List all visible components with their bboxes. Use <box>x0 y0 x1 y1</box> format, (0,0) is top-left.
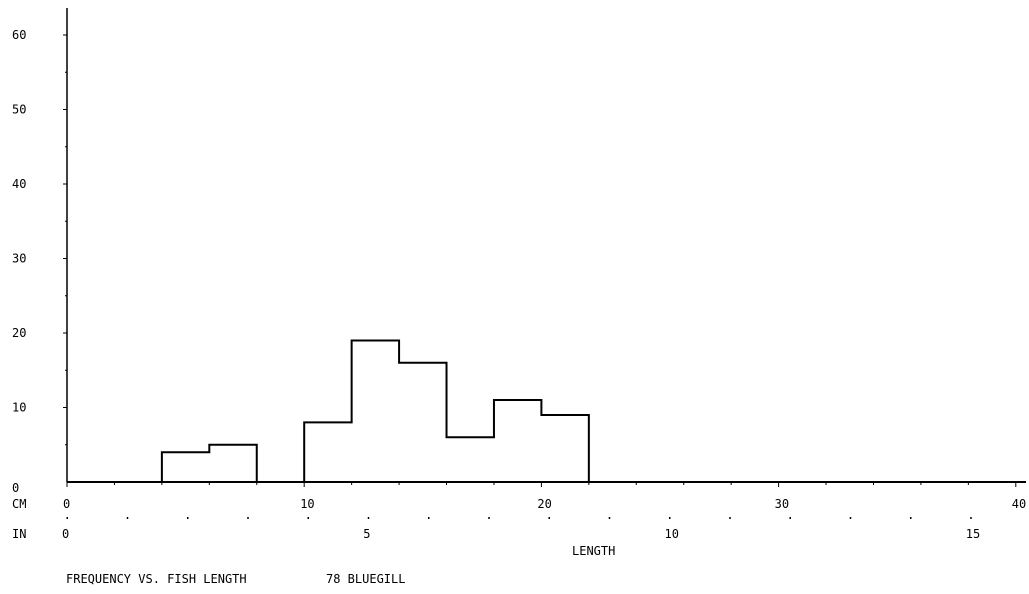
x-inch-tick <box>970 517 972 519</box>
x-inch-tick <box>247 517 249 519</box>
x-unit-in-label: IN <box>12 527 26 541</box>
x-inch-tick <box>849 517 852 519</box>
histogram-bar <box>352 340 399 482</box>
y-tick-label: 60 <box>12 28 26 42</box>
x-inch-tick <box>729 517 731 519</box>
histogram-outline <box>303 339 590 482</box>
x-inch-tick <box>66 517 68 519</box>
y-tick-label: 20 <box>12 326 26 340</box>
y-tick-label: 50 <box>12 103 26 117</box>
x-tick-label-in: 10 <box>664 527 678 541</box>
x-inch-tick <box>126 517 129 519</box>
x-inch-tick <box>367 517 370 519</box>
x-tick-label-cm: 30 <box>775 497 789 511</box>
x-tick-label-cm: 40 <box>1012 497 1026 511</box>
y-tick-label: 30 <box>12 252 26 266</box>
axis-text: CM IN LENGTH FREQUENCY VS. FISH LENGTH 7… <box>12 497 615 586</box>
x-inch-tick <box>608 517 611 519</box>
x-inch-tick <box>186 517 189 519</box>
x-inch-tick <box>909 517 912 519</box>
histogram-bar <box>447 437 494 482</box>
histogram-bar <box>541 415 588 482</box>
x-tick-label-in: 0 <box>62 527 69 541</box>
y-axis: 10 20 30 40 50 60 0 <box>12 8 68 495</box>
y-tick-label: 10 <box>12 401 26 415</box>
x-axis-label: LENGTH <box>572 544 615 558</box>
y-tick-label: 40 <box>12 177 26 191</box>
x-inch-tick <box>307 517 309 519</box>
x-tick-label-in: 15 <box>966 527 980 541</box>
x-unit-cm-label: CM <box>12 497 26 511</box>
histogram-bar <box>494 400 541 482</box>
x-inch-tick <box>427 517 430 519</box>
y-tick-label: 0 <box>12 481 19 495</box>
x-inch-tick <box>668 517 671 519</box>
histogram-bars <box>160 339 590 482</box>
histogram-bar <box>399 363 446 482</box>
x-tick-label-cm: 20 <box>537 497 551 511</box>
x-tick-label-cm: 0 <box>63 497 70 511</box>
chart-title: FREQUENCY VS. FISH LENGTH <box>66 572 247 586</box>
histogram-bar <box>209 445 256 482</box>
x-tick-label-in: 5 <box>363 527 370 541</box>
histogram-outline <box>160 443 258 482</box>
histogram-bar <box>162 452 209 482</box>
x-tick-label-cm: 10 <box>300 497 314 511</box>
histogram-bar <box>304 422 351 482</box>
x-axis: 0 10 20 30 40 0 5 10 15 <box>62 481 1026 541</box>
chart-subtitle: 78 BLUEGILL <box>326 572 405 586</box>
x-inch-tick <box>488 517 490 519</box>
x-inch-tick <box>789 517 791 519</box>
x-inch-tick <box>548 517 550 519</box>
